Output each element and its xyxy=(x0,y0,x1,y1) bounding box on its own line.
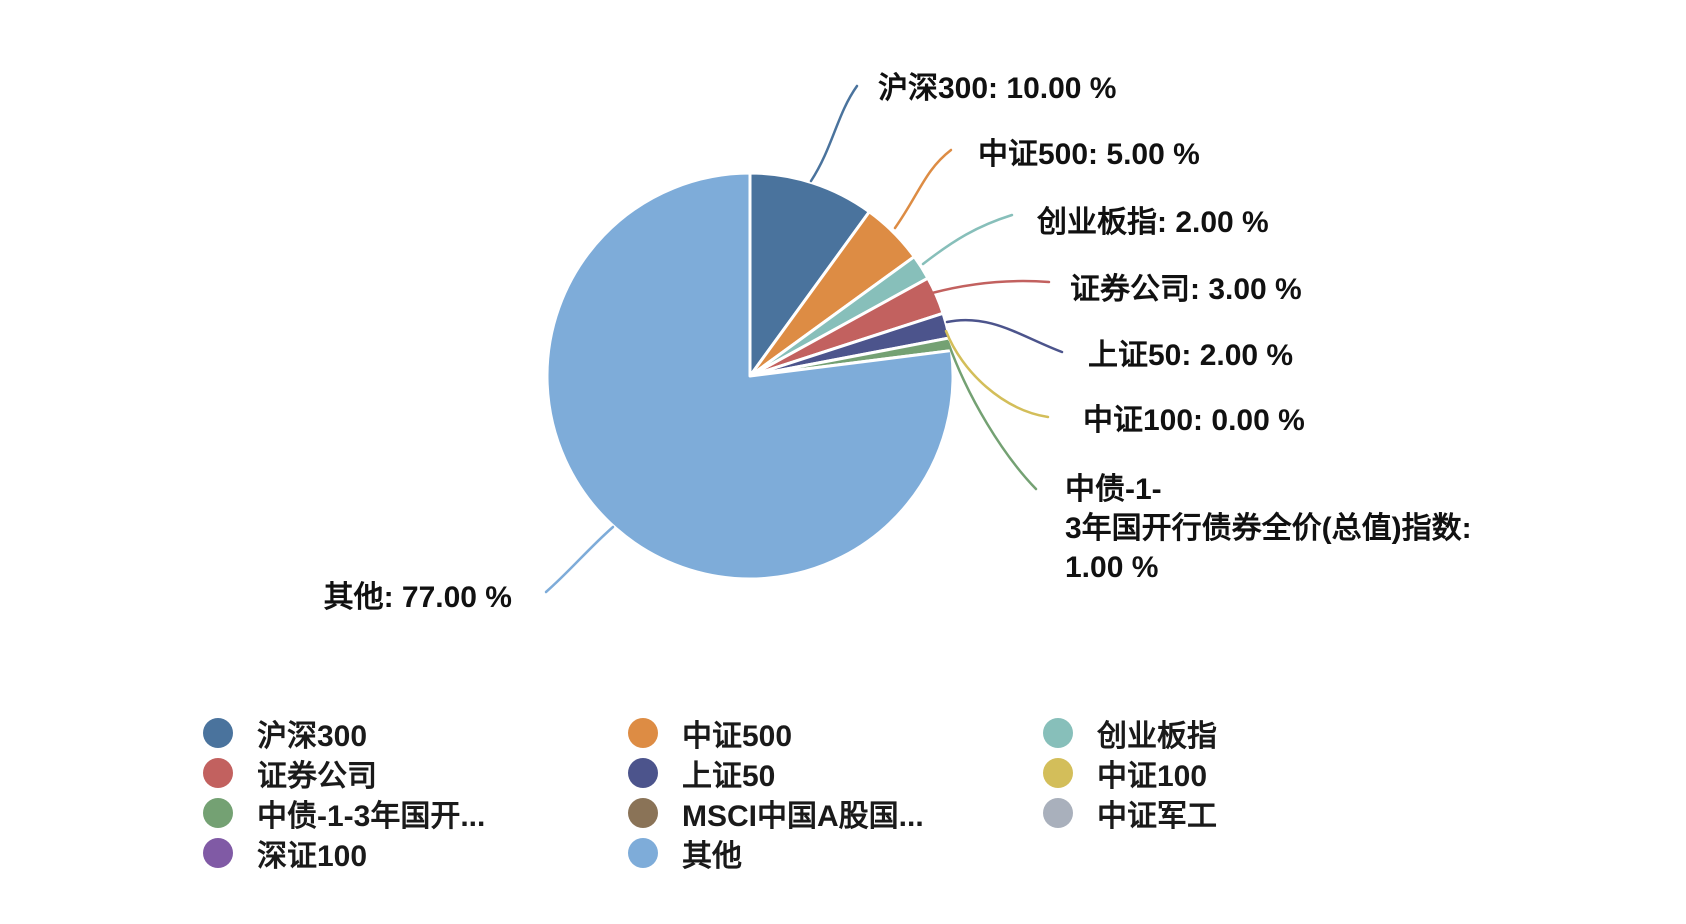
legend-label: 中债-1-3年国开... xyxy=(257,800,486,833)
legend-swatch-icon xyxy=(628,838,658,868)
callout-slice-3: 证券公司: 3.00 % xyxy=(1070,273,1302,306)
legend-item-c0-r0[interactable]: 沪深300 xyxy=(203,713,367,753)
legend-swatch-icon xyxy=(1043,758,1073,788)
leader-line-4 xyxy=(945,318,1064,354)
legend-swatch-icon xyxy=(203,718,233,748)
leader-line-1 xyxy=(893,148,953,230)
legend-swatch-icon xyxy=(203,838,233,868)
leader-line-6 xyxy=(946,340,1038,491)
legend-item-c0-r2[interactable]: 中债-1-3年国开... xyxy=(203,793,485,833)
leader-line-3 xyxy=(930,279,1051,295)
legend-swatch-icon xyxy=(203,798,233,828)
pie-slice-10[interactable] xyxy=(545,171,955,581)
legend-swatch-icon xyxy=(628,798,658,828)
legend-item-c1-r0[interactable]: 中证500 xyxy=(628,713,792,753)
leader-line-0 xyxy=(809,84,859,183)
pie-slice-0[interactable] xyxy=(748,171,871,378)
callout-slice-5: 中证100: 0.00 % xyxy=(1083,404,1305,437)
legend-label: 沪深300 xyxy=(257,720,368,753)
callout-slice-0: 沪深300: 10.00 % xyxy=(878,72,1117,105)
legend-label: 中证军工 xyxy=(1097,800,1217,833)
callout-line: 中债-1- xyxy=(1065,473,1162,506)
legend-label: 深证100 xyxy=(257,840,368,873)
legend-label: 上证50 xyxy=(682,760,776,793)
legend-label: 创业板指 xyxy=(1097,720,1217,753)
callout-line: 1.00 % xyxy=(1065,551,1159,584)
callout-slice-2: 创业板指: 2.00 % xyxy=(1037,206,1269,239)
legend-swatch-icon xyxy=(628,718,658,748)
legend-item-c2-r2[interactable]: 中证军工 xyxy=(1043,793,1217,833)
legend-item-c1-r2[interactable]: MSCI中国A股国... xyxy=(628,793,924,833)
legend-swatch-icon xyxy=(1043,718,1073,748)
legend-label: MSCI中国A股国... xyxy=(682,800,924,833)
legend-item-c0-r1[interactable]: 证券公司 xyxy=(203,753,377,793)
callout-slice-6: 中债-1- 3年国开行债券全价(总值)指数: 1.00 % xyxy=(1065,470,1472,587)
legend-label: 中证500 xyxy=(682,720,793,753)
legend-item-c0-r3[interactable]: 深证100 xyxy=(203,833,367,873)
legend-swatch-icon xyxy=(1043,798,1073,828)
legend-item-c1-r1[interactable]: 上证50 xyxy=(628,753,775,793)
leader-line-2 xyxy=(921,213,1014,266)
legend-item-c2-r0[interactable]: 创业板指 xyxy=(1043,713,1217,753)
legend-swatch-icon xyxy=(628,758,658,788)
legend-item-c2-r1[interactable]: 中证100 xyxy=(1043,753,1207,793)
legend-label: 其他 xyxy=(682,840,742,873)
callout-slice-10: 其他: 77.00 % xyxy=(323,581,512,614)
callout-slice-1: 中证500: 5.00 % xyxy=(978,138,1200,171)
legend-swatch-icon xyxy=(203,758,233,788)
callout-line: 3年国开行债券全价(总值)指数: xyxy=(1065,512,1472,545)
leader-line-10 xyxy=(544,525,615,594)
callout-slice-4: 上证50: 2.00 % xyxy=(1088,339,1294,372)
legend-label: 中证100 xyxy=(1097,760,1208,793)
legend-item-c1-r3[interactable]: 其他 xyxy=(628,833,742,873)
leader-line-5 xyxy=(944,329,1050,419)
legend-label: 证券公司 xyxy=(257,760,377,793)
